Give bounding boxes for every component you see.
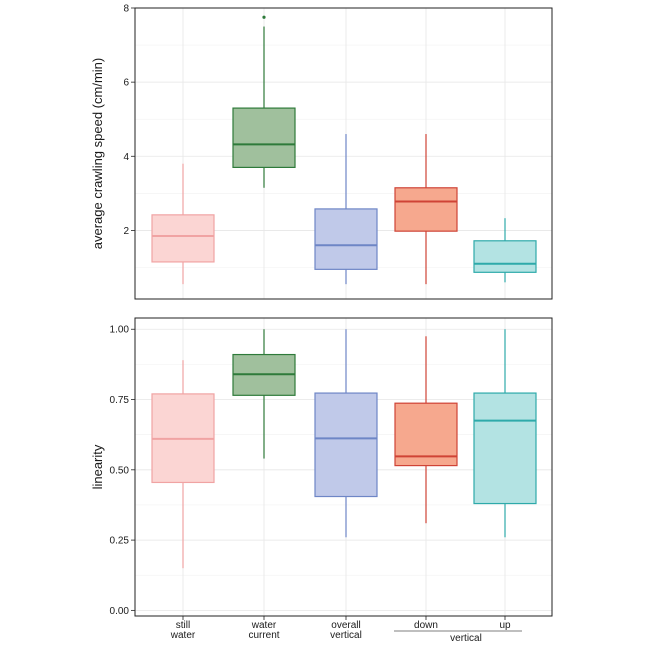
x-tick-label-line2: water xyxy=(170,630,196,641)
iqr-box xyxy=(314,392,378,498)
outlier-point xyxy=(262,15,266,19)
x-tick-label-line2: vertical xyxy=(330,630,362,641)
iqr-box xyxy=(314,208,378,270)
iqr-box xyxy=(232,107,296,169)
group-label: vertical xyxy=(450,633,482,644)
y-tick-label: 2 xyxy=(123,226,129,237)
x-tick-label: still xyxy=(176,620,190,631)
y-tick-label: 0.50 xyxy=(110,465,130,476)
x-tick-label: water xyxy=(251,620,277,631)
y-tick-label: 4 xyxy=(123,152,129,163)
y-axis-title: average crawling speed (cm/min) xyxy=(90,58,105,249)
x-tick-label-line2: current xyxy=(248,630,279,641)
box-water-current xyxy=(232,329,296,459)
iqr-box xyxy=(394,187,458,232)
box-overall-vertical xyxy=(314,134,378,285)
y-tick-label: 1.00 xyxy=(110,325,130,336)
iqr-box xyxy=(151,214,215,263)
box-up xyxy=(473,218,537,283)
box-down xyxy=(394,336,458,524)
x-tick-label: up xyxy=(499,620,511,631)
x-tick-label: overall xyxy=(331,620,360,631)
y-tick-label: 0.00 xyxy=(110,606,130,617)
box-up xyxy=(473,329,537,538)
panel-border xyxy=(134,317,553,617)
y-tick-label: 0.75 xyxy=(110,395,130,406)
box-overall-vertical xyxy=(314,329,378,538)
box-still-water xyxy=(151,163,215,285)
box-down xyxy=(394,134,458,285)
iqr-box xyxy=(473,240,537,273)
x-tick-label: down xyxy=(414,620,438,631)
iqr-box xyxy=(473,392,537,505)
x-axis: stillwaterwatercurrentoverallverticaldow… xyxy=(170,616,522,644)
panel-border xyxy=(134,7,553,300)
y-tick-label: 8 xyxy=(123,4,129,15)
y-axis-title: linearity xyxy=(90,444,105,489)
linearity-panel: 0.00 0.25 0.50 0.75 1.00 linearity xyxy=(90,317,553,617)
y-tick-label: 0.25 xyxy=(110,536,130,547)
box-still-water xyxy=(151,360,215,569)
y-tick-label: 6 xyxy=(123,78,129,89)
box-water-current xyxy=(232,15,296,188)
iqr-box xyxy=(394,402,458,467)
speed-panel: 2 4 6 8 average crawling speed (cm/min) xyxy=(90,4,553,300)
